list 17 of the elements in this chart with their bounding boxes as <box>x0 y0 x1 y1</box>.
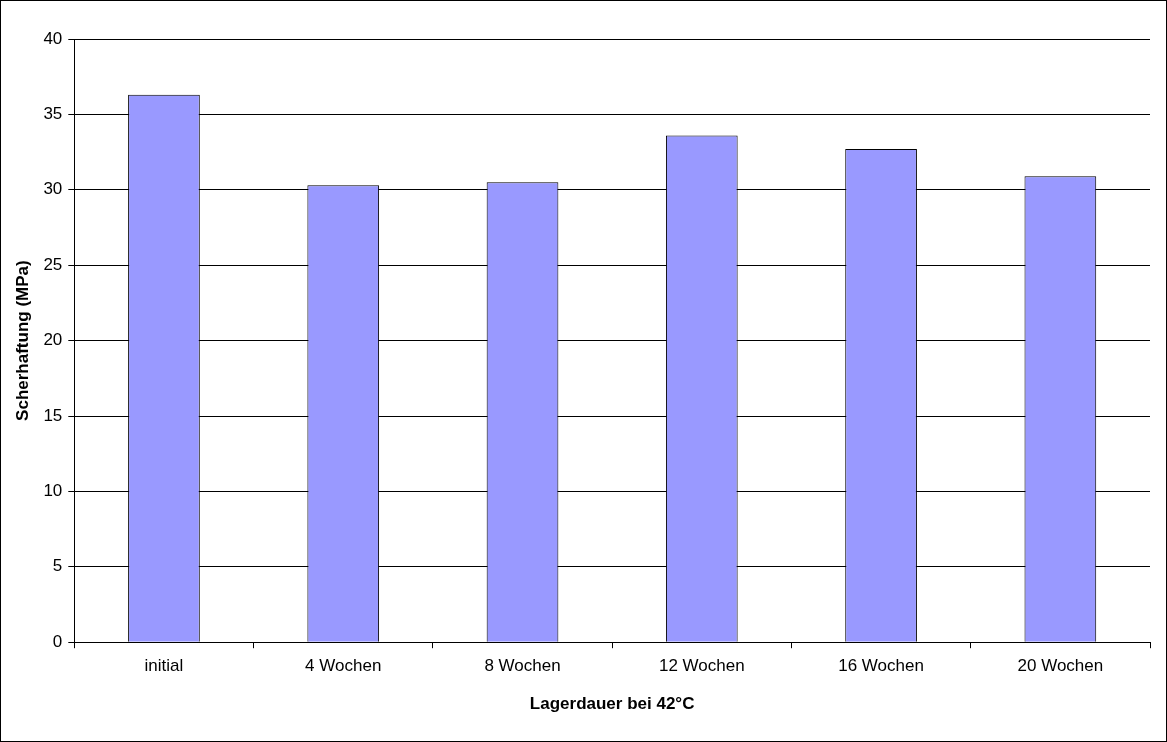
y-tick-label: 40 <box>43 28 63 48</box>
x-axis-title: Lagerdauer bei 42°C <box>529 694 695 714</box>
x-tick-label: 4 Wochen <box>305 656 382 676</box>
x-tick-label: 8 Wochen <box>484 656 561 676</box>
y-tick-label: 10 <box>43 481 63 501</box>
x-tick-label: initial <box>144 656 184 676</box>
y-tick-label: 0 <box>52 631 63 651</box>
y-tick-label: 20 <box>43 330 63 350</box>
y-tick-label: 5 <box>52 556 63 576</box>
y-tick-label: 30 <box>43 179 63 199</box>
y-tick-label: 35 <box>43 104 63 124</box>
y-tick-label: 15 <box>43 405 63 425</box>
y-tick-label: 25 <box>43 254 63 274</box>
y-axis-title: Scherhaftung (MPa) <box>12 260 32 421</box>
x-tick-label: 16 Wochen <box>838 656 924 676</box>
x-tick-label: 20 Wochen <box>1017 656 1104 676</box>
x-tick-label: 12 Wochen <box>658 656 745 676</box>
